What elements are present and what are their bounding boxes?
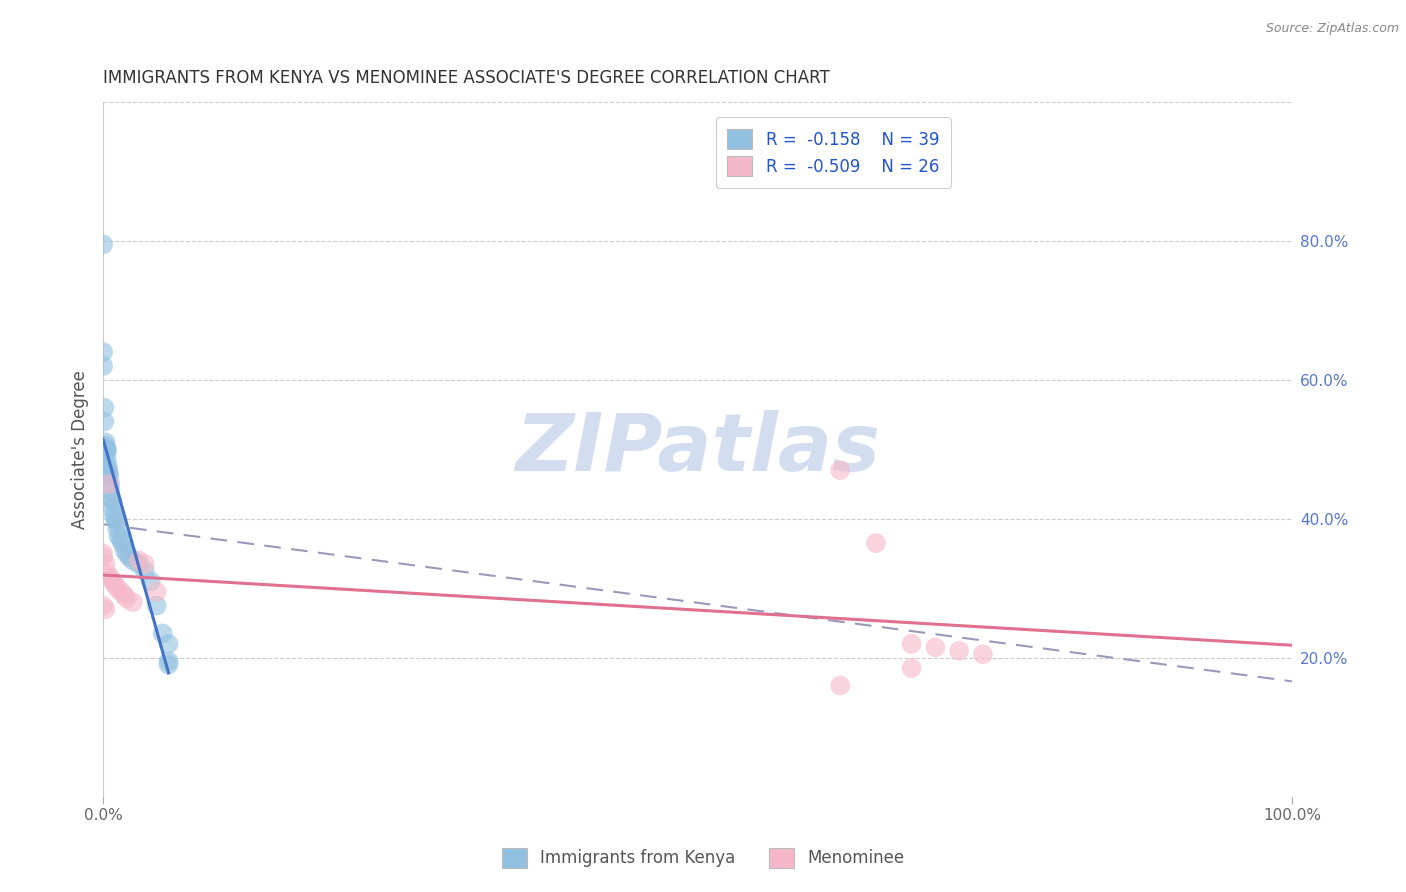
Point (830, 463, 852, 477)
Point (98, 483, 121, 498)
Point (110, 584, 132, 599)
Legend: R =  -0.158    N = 39, R =  -0.509    N = 26: R = -0.158 N = 39, R = -0.509 N = 26 (716, 117, 950, 188)
Point (101, 501, 124, 516)
Point (91, 547, 114, 561)
Point (97, 463, 120, 477)
Point (105, 522, 128, 536)
Point (96, 442, 118, 457)
Point (111, 536, 134, 550)
Point (128, 553, 150, 567)
Point (91, 599, 114, 613)
Point (134, 557, 156, 571)
Point (94, 557, 117, 571)
Point (100, 491, 122, 505)
Point (157, 637, 180, 651)
Point (145, 599, 167, 613)
Y-axis label: Associate's Degree: Associate's Degree (72, 370, 89, 529)
Point (96, 442, 118, 457)
Point (98, 467, 121, 481)
Point (98, 571, 121, 585)
Point (139, 574, 162, 589)
Point (91, 359, 114, 373)
Point (101, 494, 124, 508)
Text: ZIPatlas: ZIPatlas (515, 410, 880, 488)
Legend: Immigrants from Kenya, Menominee: Immigrants from Kenya, Menominee (495, 841, 911, 875)
Point (93, 401, 115, 415)
Point (94, 602, 117, 616)
Point (91, 549, 114, 564)
Point (96, 452, 118, 467)
Point (972, 647, 994, 661)
Point (94, 435, 117, 450)
Point (118, 549, 141, 564)
Point (105, 581, 128, 595)
Point (830, 679, 852, 693)
Point (157, 654, 180, 668)
Point (114, 588, 136, 602)
Point (114, 543, 136, 558)
Point (110, 533, 132, 547)
Point (97, 567, 120, 582)
Point (91, 345, 114, 359)
Point (145, 584, 167, 599)
Point (157, 657, 180, 672)
Point (105, 515, 128, 529)
Point (865, 536, 887, 550)
Point (101, 574, 124, 589)
Point (115, 591, 138, 606)
Point (152, 626, 174, 640)
Point (98, 477, 121, 491)
Point (115, 547, 138, 561)
Point (900, 637, 922, 651)
Text: Source: ZipAtlas.com: Source: ZipAtlas.com (1265, 22, 1399, 36)
Point (104, 578, 127, 592)
Point (93, 415, 115, 429)
Point (94, 439, 117, 453)
Point (900, 661, 922, 675)
Point (97, 459, 120, 474)
Point (924, 640, 946, 655)
Point (98, 470, 121, 484)
Point (121, 553, 143, 567)
Text: IMMIGRANTS FROM KENYA VS MENOMINEE ASSOCIATE'S DEGREE CORRELATION CHART: IMMIGRANTS FROM KENYA VS MENOMINEE ASSOC… (103, 69, 830, 87)
Point (98, 477, 121, 491)
Point (91, 237, 114, 252)
Point (96, 446, 118, 460)
Point (128, 557, 150, 571)
Point (104, 512, 127, 526)
Point (134, 564, 156, 578)
Point (121, 595, 143, 609)
Point (948, 644, 970, 658)
Point (103, 508, 125, 523)
Point (107, 529, 129, 543)
